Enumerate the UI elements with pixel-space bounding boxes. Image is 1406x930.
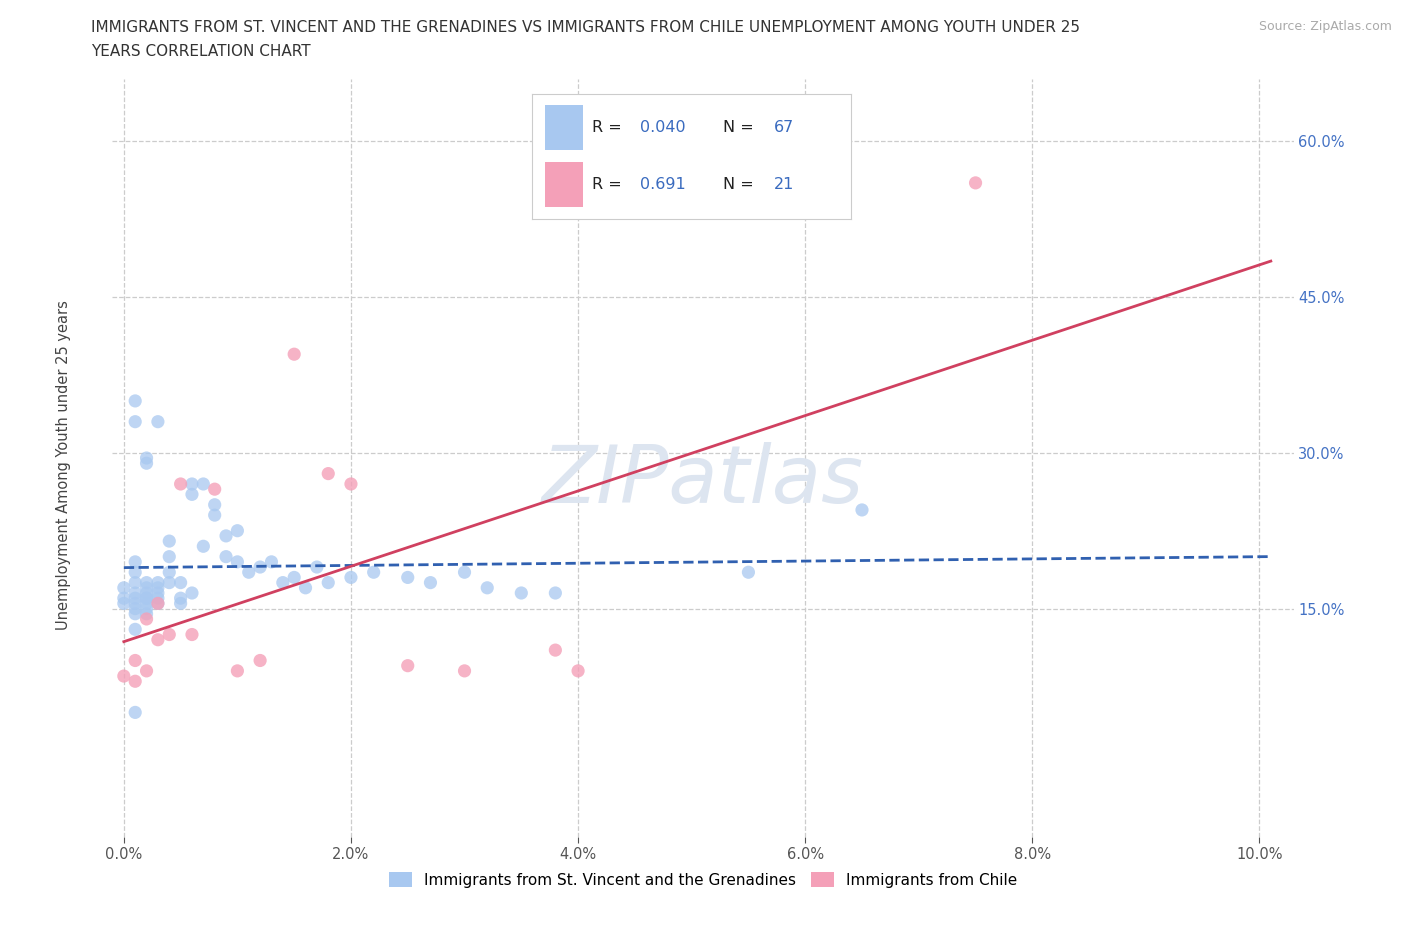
Point (169, 575, 191, 590)
Point (283, 347, 305, 362)
Point (181, 627, 204, 642)
Point (112, 596, 135, 611)
Point (124, 653, 146, 668)
Point (453, 565, 475, 579)
Point (157, 565, 180, 579)
Point (135, 456, 157, 471)
Point (169, 596, 191, 611)
Text: Unemployment Among Youth under 25 years: Unemployment Among Youth under 25 years (56, 300, 70, 630)
Point (249, 653, 271, 668)
Point (316, 466, 339, 481)
Point (157, 550, 180, 565)
Point (135, 606, 157, 621)
Point (181, 586, 204, 601)
Point (124, 393, 146, 408)
Point (146, 596, 169, 611)
Point (260, 554, 283, 569)
Legend: Immigrants from St. Vincent and the Grenadines, Immigrants from Chile: Immigrants from St. Vincent and the Gren… (382, 866, 1024, 894)
Point (181, 476, 204, 491)
Point (193, 476, 215, 491)
Point (146, 586, 169, 601)
Point (965, 176, 987, 191)
Point (215, 528, 238, 543)
Point (340, 476, 363, 491)
Point (124, 591, 146, 605)
Point (294, 580, 316, 595)
Point (215, 550, 238, 565)
Point (112, 580, 135, 595)
Text: Source: ZipAtlas.com: Source: ZipAtlas.com (1258, 20, 1392, 33)
Point (124, 554, 146, 569)
Point (135, 591, 157, 605)
Point (124, 565, 146, 579)
Point (340, 570, 363, 585)
Point (169, 591, 191, 605)
Point (396, 570, 419, 585)
Point (204, 498, 226, 512)
Point (146, 632, 169, 647)
Point (271, 575, 294, 590)
Point (124, 575, 146, 590)
Point (510, 586, 533, 601)
Point (135, 596, 157, 611)
Point (396, 658, 419, 673)
Point (419, 575, 441, 590)
Point (737, 565, 759, 579)
Point (283, 570, 305, 585)
Point (157, 575, 180, 590)
Point (146, 596, 169, 611)
Point (249, 560, 271, 575)
Point (363, 565, 385, 579)
Point (204, 482, 226, 497)
Point (124, 622, 146, 637)
Point (157, 627, 180, 642)
Text: ZIPatlas: ZIPatlas (541, 442, 865, 520)
Point (193, 538, 215, 553)
Point (544, 643, 567, 658)
Point (135, 451, 157, 466)
Point (135, 591, 157, 605)
Point (135, 575, 157, 590)
Point (477, 580, 499, 595)
Point (305, 560, 328, 575)
Point (124, 414, 146, 429)
Point (124, 606, 146, 621)
Point (316, 575, 339, 590)
Point (135, 586, 157, 601)
Text: YEARS CORRELATION CHART: YEARS CORRELATION CHART (91, 44, 311, 59)
Point (112, 669, 135, 684)
Point (851, 502, 873, 517)
Point (226, 663, 249, 678)
Point (226, 524, 249, 538)
Point (169, 476, 191, 491)
Point (226, 554, 249, 569)
Point (146, 575, 169, 590)
Point (157, 534, 180, 549)
Point (135, 663, 157, 678)
Point (204, 508, 226, 523)
Point (146, 580, 169, 595)
Point (146, 414, 169, 429)
Point (146, 591, 169, 605)
Point (567, 663, 589, 678)
Point (453, 663, 475, 678)
Point (124, 586, 146, 601)
Point (124, 674, 146, 689)
Point (544, 586, 567, 601)
Point (238, 565, 260, 579)
Point (181, 487, 204, 502)
Point (112, 591, 135, 605)
Point (124, 596, 146, 611)
Text: IMMIGRANTS FROM ST. VINCENT AND THE GRENADINES VS IMMIGRANTS FROM CHILE UNEMPLOY: IMMIGRANTS FROM ST. VINCENT AND THE GREN… (91, 20, 1080, 35)
Point (135, 612, 157, 627)
Point (135, 580, 157, 595)
Point (124, 705, 146, 720)
Point (135, 601, 157, 616)
Point (124, 601, 146, 616)
